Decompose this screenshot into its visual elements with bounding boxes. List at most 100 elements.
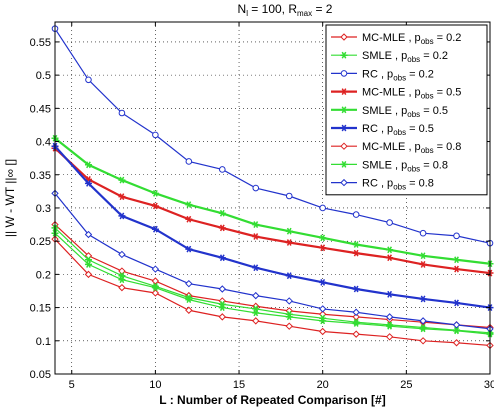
y-tick-label: 0.15 [30,303,51,315]
legend-label: SMLE , pobs = 0.8 [362,159,448,173]
data-point [386,290,394,298]
title-n: N [238,2,247,16]
data-point [419,295,427,303]
data-point [84,175,92,183]
data-point [285,297,293,305]
series-line [54,145,491,309]
data-point [385,313,394,321]
legend-item: MC-MLE , pobs = 0.2 [331,32,461,46]
data-point [352,313,360,321]
data-point [185,245,193,253]
data-point [285,272,293,280]
legend-item: RC , pobs = 0.8 [331,178,434,192]
legend-item: MC-MLE , pobs = 0.5 [331,87,461,101]
data-point [386,322,394,330]
data-point [252,309,260,317]
x-tick-label: 25 [400,379,412,391]
data-point [285,239,293,246]
x-tick-label: 10 [149,379,161,391]
data-point [151,265,160,273]
data-point [352,249,360,257]
data-point [118,283,126,292]
y-tick-label: 0.2 [36,269,51,281]
data-point [285,192,293,200]
legend-item: SMLE , pobs = 0.8 [331,159,448,173]
data-point [185,294,193,302]
legend-label: SMLE , pobs = 0.5 [362,105,448,119]
legend-label: SMLE , pobs = 0.2 [362,50,448,64]
data-point [419,317,427,325]
data-point [285,322,293,330]
data-point [84,256,92,264]
data-point [352,285,360,293]
data-point [151,202,159,210]
data-point [84,179,92,187]
legend-label: RC , pobs = 0.2 [362,68,434,82]
data-point [252,305,260,313]
legend-item: SMLE , pobs = 0.5 [331,105,448,119]
legend-marker [340,88,348,96]
legend-label: MC-MLE , pobs = 0.5 [362,87,461,101]
data-point [319,234,327,242]
data-point [218,300,226,308]
series-7 [51,235,494,350]
data-point [185,306,193,314]
y-tick-label: 0.25 [30,236,51,248]
series-line [54,232,491,335]
data-point [84,261,92,268]
series-line [54,224,491,329]
data-point [419,252,427,260]
data-point [318,305,327,313]
data-point [453,265,461,273]
legend-marker [340,142,348,150]
series-4 [51,144,494,277]
x-tick-label: 20 [317,379,329,391]
title-n-sub: l [246,9,248,18]
data-point [352,211,360,218]
data-point [185,215,193,223]
legend-label: RC , pobs = 0.8 [362,178,434,192]
legend-item: MC-MLE , pobs = 0.8 [331,141,461,155]
data-point [218,224,226,232]
axis-ticks: 5 10 15 20 25 30 0.05 0.1 0.15 0.2 0.25 0.3 0.35 0.4 0… [30,22,494,391]
x-tick-label: 30 [484,379,494,391]
legend-label: RC , pobs = 0.5 [362,123,434,137]
data-point [185,296,193,304]
x-axis-label: L : Number of Repeated Comparison [#] [159,393,385,407]
y-tick-label: 0.3 [36,203,51,215]
data-point [185,201,193,209]
y-axis-label: || W - WT ||∞ [] [3,159,17,237]
y-tick-label: 0.45 [30,103,51,115]
data-point [352,241,360,248]
data-point [151,225,159,233]
title-r-sub: max [297,9,312,18]
data-point [285,227,293,235]
data-point [453,327,461,335]
data-point [151,189,159,197]
data-point [453,299,461,307]
legend-label: MC-MLE , pobs = 0.2 [362,32,461,46]
data-point [218,285,227,293]
data-point [386,254,394,262]
data-point [419,325,427,333]
data-point [453,256,461,264]
series-9 [51,189,494,333]
data-point [118,176,126,184]
data-point [218,304,226,311]
plot-frame [54,21,491,375]
data-point [118,276,126,284]
data-point [252,317,260,325]
data-point [84,230,93,239]
series-line [54,28,491,244]
data-point [151,277,160,285]
data-point [219,166,226,173]
data-point [118,250,126,259]
legend-label: MC-MLE , pobs = 0.8 [362,141,461,155]
legend-marker [340,33,348,41]
data-point [118,267,126,275]
data-point [352,320,360,327]
data-point [252,233,260,240]
data-point [218,254,226,262]
series-line [54,137,491,265]
